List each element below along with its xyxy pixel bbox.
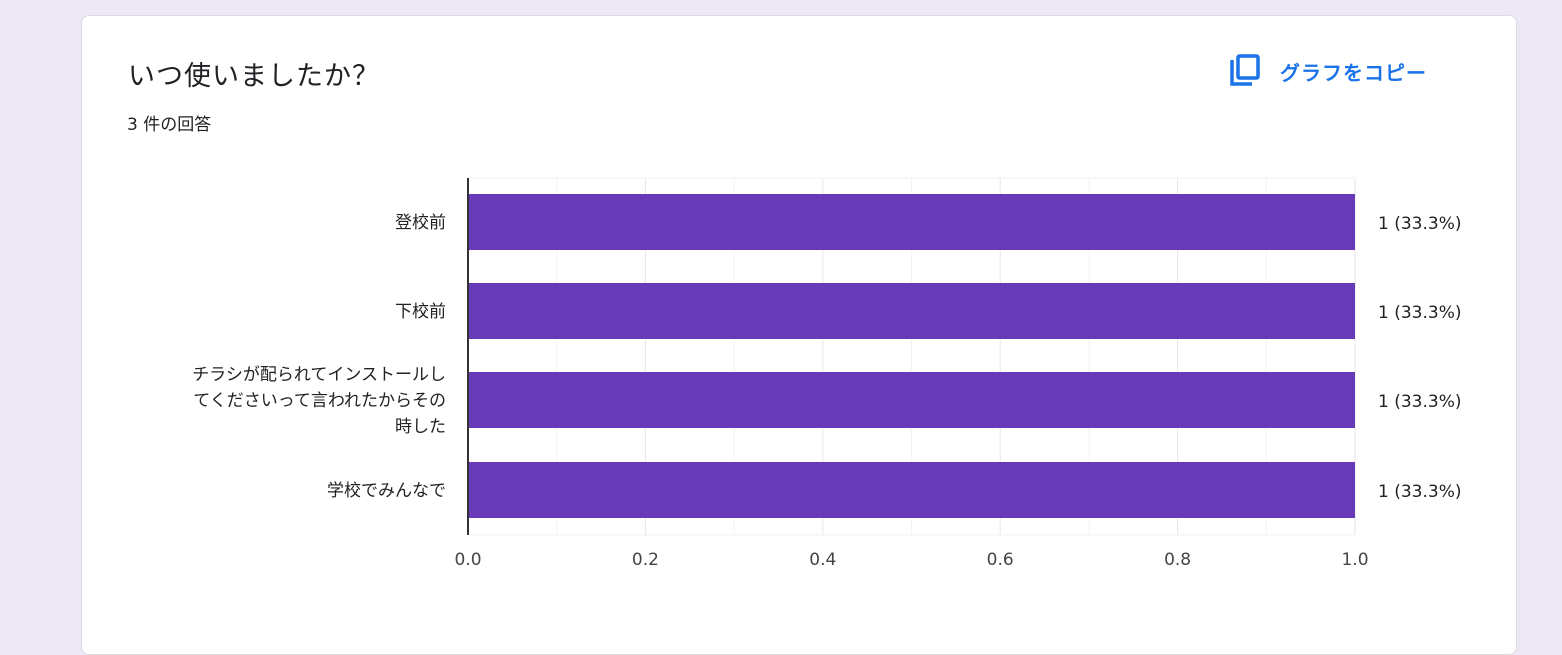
x-tick-label: 0.2 (632, 550, 659, 570)
category-label-line: 登校前 (395, 213, 446, 233)
category-label: チラシが配られてインストールし てくださいって言われたからその時した (192, 362, 446, 440)
data-label: 1 (33.3%) (1378, 392, 1462, 412)
category-label-line: 学校でみんなで (327, 481, 446, 501)
x-tick-label: 0.6 (987, 550, 1014, 570)
data-label: 1 (33.3%) (1378, 482, 1462, 502)
category-label-line: 時した (395, 417, 446, 437)
category-label: 下校前 (395, 299, 446, 325)
question-title: いつ使いましたか？ (128, 61, 380, 92)
question-card: いつ使いましたか？ 3 件の回答 グラフをコピー 1 (33.3%) 1 (33.… (81, 15, 1517, 655)
copy-icon (1230, 54, 1260, 86)
category-label: 登校前 (395, 210, 446, 236)
bar (468, 283, 1355, 339)
category-label-line: てくださいって言われたからその (193, 391, 446, 411)
x-tick-label: 0.0 (454, 550, 481, 570)
data-label: 1 (33.3%) (1378, 214, 1462, 234)
x-tick-label: 1.0 (1341, 550, 1368, 570)
bar (468, 194, 1355, 250)
bar (468, 372, 1355, 428)
category-label-line: 下校前 (395, 302, 446, 322)
copy-chart-button[interactable]: グラフをコピー (1220, 48, 1433, 94)
data-label: 1 (33.3%) (1378, 303, 1462, 323)
x-tick-label: 0.4 (809, 550, 836, 570)
category-label-line: チラシが配られてインストールし (192, 365, 446, 385)
category-label: 学校でみんなで (327, 478, 446, 504)
chart-canvas: 1 (33.3%) 1 (33.3%) 1 (33.3%) 1 (33.3%) 0.0 0… (454, 177, 1462, 570)
response-count: 3 件の回答 (127, 115, 212, 135)
x-tick-label: 0.8 (1164, 550, 1191, 570)
copy-chart-label: グラフをコピー (1280, 60, 1427, 85)
bar (468, 462, 1355, 518)
